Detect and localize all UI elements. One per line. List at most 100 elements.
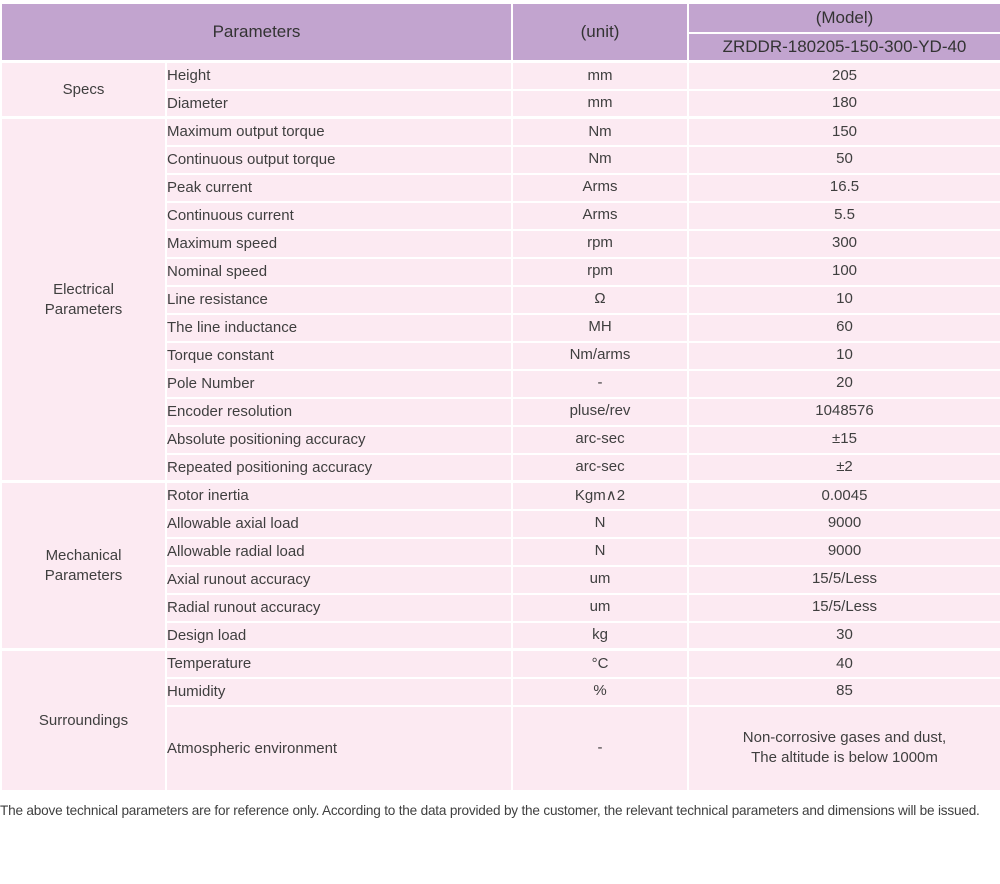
table-row: Allowable radial load N 9000	[1, 536, 1000, 567]
footer-note: The above technical parameters are for r…	[0, 802, 980, 818]
table-row: Specs Height mm 205	[0, 60, 1000, 119]
parameter-name: Design load	[165, 620, 513, 651]
model-value: 30	[687, 620, 1000, 651]
table-row: Continuous current Arms 5.5	[1, 200, 1000, 231]
table-row: Absolute positioning accuracy arc-sec ±15	[1, 424, 1000, 455]
section-label: Electrical Parameters	[0, 116, 167, 483]
unit-value: um	[511, 592, 689, 623]
unit-value: Ω	[511, 284, 689, 315]
unit-value: arc-sec	[511, 424, 689, 455]
table-row: Radial runout accuracy um 15/5/Less	[1, 592, 1000, 623]
model-value: 150	[687, 116, 1000, 147]
parameter-name: Repeated positioning accuracy	[165, 452, 513, 483]
model-value: 0.0045	[687, 480, 1000, 511]
parameter-name: Torque constant	[165, 340, 513, 371]
parameters-table: Parameters (unit) (Model) ZRDDR-180205-1…	[0, 2, 1000, 792]
table-row: Design load kg 30	[1, 620, 1000, 651]
parameter-name: Height	[165, 60, 513, 91]
table-row: Encoder resolution pluse/rev 1048576	[1, 396, 1000, 427]
table-row: Electrical Parameters Maximum output torq…	[0, 116, 1000, 483]
parameter-name: Radial runout accuracy	[165, 592, 513, 623]
unit-value: rpm	[511, 228, 689, 259]
parameter-name: Maximum output torque	[165, 116, 513, 147]
model-value: ±15	[687, 424, 1000, 455]
model-value: 1048576	[687, 396, 1000, 427]
unit-value: kg	[511, 620, 689, 651]
table-row: Mechanical Parameters Rotor inertia Kgm∧2 0…	[0, 480, 1000, 651]
model-value: 15/5/Less	[687, 592, 1000, 623]
unit-value: N	[511, 536, 689, 567]
parameter-name: Line resistance	[165, 284, 513, 315]
parameter-name: Pole Number	[165, 368, 513, 399]
model-value: 85	[687, 676, 1000, 707]
unit-value: mm	[511, 60, 689, 91]
table-row: Pole Number -20	[1, 368, 1000, 399]
table-row: Maximum speed rpm 300	[1, 228, 1000, 259]
parameter-name: Temperature	[165, 648, 513, 679]
model-value: 50	[687, 144, 1000, 175]
parameter-name: Continuous output torque	[165, 144, 513, 175]
table-row: Surroundings Temperature °C 40	[0, 648, 1000, 792]
unit-value: %	[511, 676, 689, 707]
model-value: 60	[687, 312, 1000, 343]
model-number: ZRDDR-180205-150-300-YD-40	[687, 32, 1000, 63]
parameter-name: Atmospheric environment	[165, 704, 513, 792]
table-row: Allowable axial load N 9000	[1, 508, 1000, 539]
parameter-name: Continuous current	[165, 200, 513, 231]
parameter-name: Allowable axial load	[165, 508, 513, 539]
table-row: Humidity% 85	[1, 676, 1000, 707]
section-label: Mechanical Parameters	[0, 480, 167, 651]
parameter-name: Maximum speed	[165, 228, 513, 259]
unit-value: MH	[511, 312, 689, 343]
parameter-name: Rotor inertia	[165, 480, 513, 511]
unit-value: arc-sec	[511, 452, 689, 483]
parameter-name: Absolute positioning accuracy	[165, 424, 513, 455]
table-row: Repeated positioning accuracy arc-sec ±2	[1, 452, 1000, 483]
model-value: 16.5	[687, 172, 1000, 203]
unit-value: Nm	[511, 144, 689, 175]
unit-value: Nm/arms	[511, 340, 689, 371]
table-body: Specs Height mm 205 Diameter mm 180 Electrical …	[0, 60, 1000, 792]
model-value: 300	[687, 228, 1000, 259]
header-unit: (unit)	[511, 2, 689, 63]
parameter-name: Humidity	[165, 676, 513, 707]
model-value: 9000	[687, 508, 1000, 539]
unit-value: -	[511, 368, 689, 399]
section-label: Specs	[0, 60, 167, 119]
unit-value: Arms	[511, 200, 689, 231]
model-value: 180	[687, 88, 1000, 119]
parameter-name: Allowable radial load	[165, 536, 513, 567]
unit-value: °C	[511, 648, 689, 679]
header-model: (Model)	[687, 2, 1000, 34]
unit-value: Nm	[511, 116, 689, 147]
parameter-name: Peak current	[165, 172, 513, 203]
unit-value: um	[511, 564, 689, 595]
table-row: Continuous output torque Nm 50	[1, 144, 1000, 175]
unit-value: mm	[511, 88, 689, 119]
model-value: 40	[687, 648, 1000, 679]
parameter-name: The line inductance	[165, 312, 513, 343]
table-row: Atmospheric environment - Non-corrosive ga…	[1, 704, 1000, 792]
table-row: Nominal speed rpm 100	[1, 256, 1000, 287]
model-value: 100	[687, 256, 1000, 287]
model-value: 10	[687, 340, 1000, 371]
header-parameters: Parameters	[0, 2, 513, 63]
unit-value: rpm	[511, 256, 689, 287]
unit-value: -	[511, 704, 689, 792]
table-row: Axial runout accuracy um 15/5/Less	[1, 564, 1000, 595]
parameter-name: Axial runout accuracy	[165, 564, 513, 595]
model-value: 5.5	[687, 200, 1000, 231]
table-row: Torque constant Nm/arms 10	[1, 340, 1000, 371]
parameter-name: Nominal speed	[165, 256, 513, 287]
model-value: ±2	[687, 452, 1000, 483]
unit-value: pluse/rev	[511, 396, 689, 427]
model-value: 20	[687, 368, 1000, 399]
model-value: Non-corrosive gases and dust, The altitu…	[687, 704, 1000, 792]
parameter-name: Diameter	[165, 88, 513, 119]
model-value: 9000	[687, 536, 1000, 567]
parameter-name: Encoder resolution	[165, 396, 513, 427]
model-value: 205	[687, 60, 1000, 91]
model-value: 10	[687, 284, 1000, 315]
table-row: Diameter mm 180	[1, 88, 1000, 119]
